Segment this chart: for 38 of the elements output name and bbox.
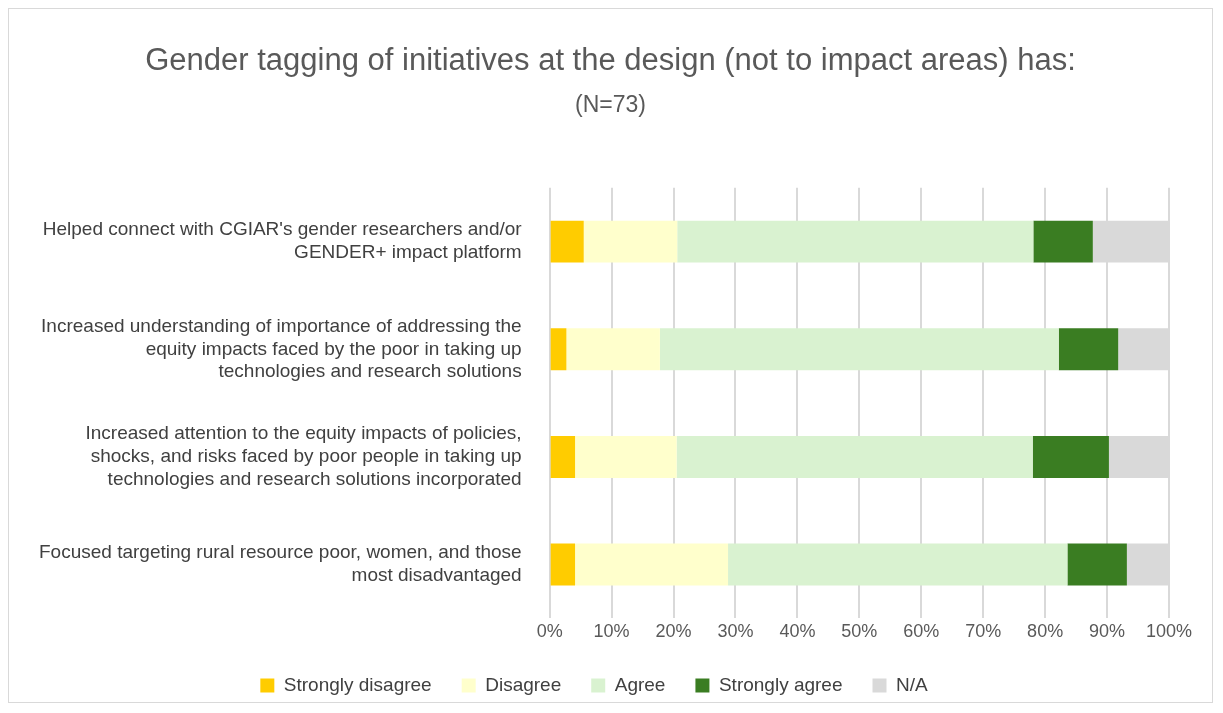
- y-tick-label: Helped connect with CGIAR's gender researchers and/or GENDER+ impact platform: [42, 218, 523, 263]
- chart-title: Gender tagging of initiatives at the design (not to impact areas) has:: [145, 42, 1076, 77]
- y-tick-label: Focused targeting rural resource poor, women, and those most disadvantaged: [38, 541, 522, 586]
- chart-subtitle: (N=73): [575, 91, 646, 117]
- bar: [1058, 328, 1119, 371]
- bar: [677, 220, 1034, 263]
- x-tick-label: 40%: [779, 621, 816, 642]
- bar: [550, 328, 567, 371]
- x-tick-label: 60%: [903, 621, 940, 642]
- x-tick-label: 20%: [655, 621, 692, 642]
- bar: [659, 328, 1059, 371]
- bar: [1032, 435, 1109, 478]
- bar: [550, 435, 576, 478]
- bar: [1067, 543, 1127, 586]
- x-tick-label: 100%: [1145, 621, 1193, 642]
- x-tick-label: 10%: [593, 621, 630, 642]
- bar: [1033, 220, 1093, 263]
- bar: [550, 543, 576, 586]
- legend-label: Disagree: [485, 673, 562, 695]
- bar: [583, 220, 678, 263]
- legend-label: N/A: [896, 673, 928, 695]
- x-tick-label: 0%: [536, 621, 563, 642]
- x-tick-label: 90%: [1089, 621, 1126, 642]
- legend-label: Agree: [614, 673, 666, 695]
- bar: [676, 435, 1033, 478]
- bar: [566, 328, 660, 371]
- bar: [575, 435, 677, 478]
- y-tick-label: Increased attention to the equity impacts of policies, shocks, and risks faced by poor people in taking up technologies and research solutions incorporated: [85, 422, 522, 489]
- legend-label: Strongly agree: [718, 673, 843, 695]
- x-tick-label: 50%: [841, 621, 878, 642]
- x-tick-label: 70%: [965, 621, 1002, 642]
- bar: [575, 543, 729, 586]
- x-tick-label: 80%: [1027, 621, 1064, 642]
- x-tick-label: 30%: [717, 621, 754, 642]
- bar: [550, 220, 584, 263]
- y-tick-label: Increased understanding of importance of addressing the equity impacts faced by the poor in taking up technologies and research solutions: [41, 314, 522, 382]
- bar: [728, 543, 1068, 586]
- legend-label: Strongly disagree: [283, 673, 432, 695]
